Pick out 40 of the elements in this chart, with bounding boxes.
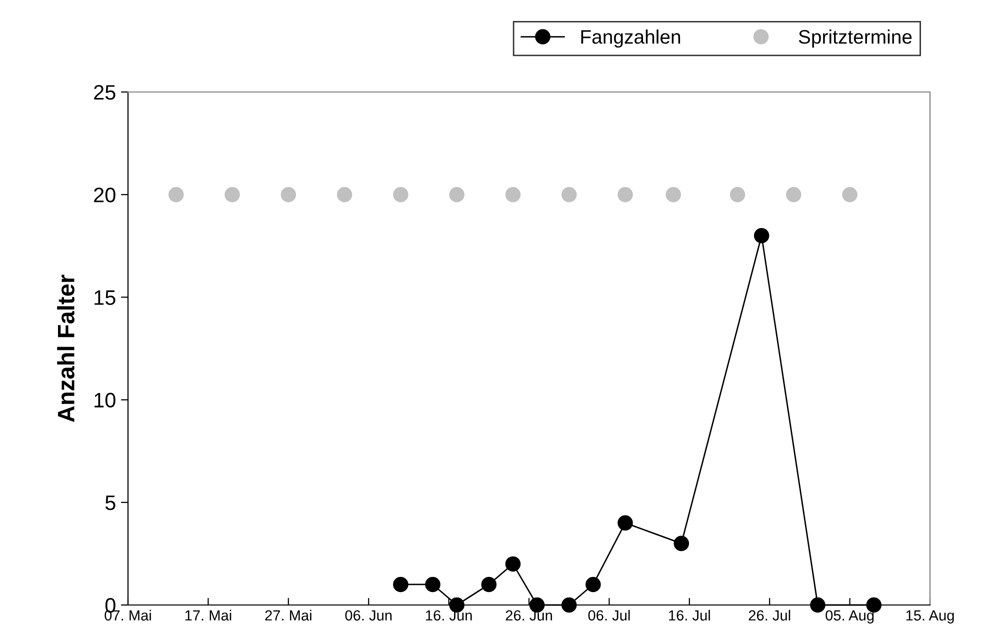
y-tick-label: 25 (94, 85, 116, 100)
point (425, 576, 440, 592)
x-tick-label: 16. Jul (669, 610, 710, 621)
x-tick-label: 15. Aug (906, 610, 954, 624)
point (393, 186, 408, 202)
y-tick-label: 20 (94, 188, 116, 202)
point (561, 186, 577, 202)
x-tick-label: 17. Mai (185, 610, 232, 621)
point (505, 186, 521, 202)
point (481, 576, 497, 592)
y-axis-title: Anzahl Falter (57, 274, 74, 422)
point (842, 186, 858, 202)
point (810, 597, 826, 613)
legend-label: Fangzahlen (581, 30, 680, 48)
point (674, 536, 690, 552)
point (449, 186, 464, 202)
y-tick-label: 15 (94, 290, 116, 305)
legend-label: Spritztermine (798, 30, 912, 48)
x-tick-label: 26. Jul (748, 610, 790, 621)
y-tick-label: 5 (105, 496, 116, 510)
point (336, 186, 352, 202)
x-tick-label: 06. Jun (345, 610, 392, 621)
point (280, 186, 296, 202)
x-tick-label: 05. Aug (826, 610, 874, 624)
point (786, 186, 802, 202)
point (754, 228, 770, 244)
point (561, 597, 577, 613)
point (224, 186, 240, 202)
point (730, 186, 746, 202)
point (168, 186, 184, 202)
point (666, 186, 681, 202)
point (586, 576, 601, 592)
y-tick-label: 10 (94, 392, 116, 408)
point (505, 556, 521, 572)
x-tick-label: 27. Mai (265, 610, 312, 621)
point (618, 515, 633, 531)
x-tick-label: 26. Jun (506, 610, 552, 621)
point (618, 186, 633, 202)
point (393, 576, 408, 592)
x-tick-label: 06. Jul (588, 610, 630, 621)
